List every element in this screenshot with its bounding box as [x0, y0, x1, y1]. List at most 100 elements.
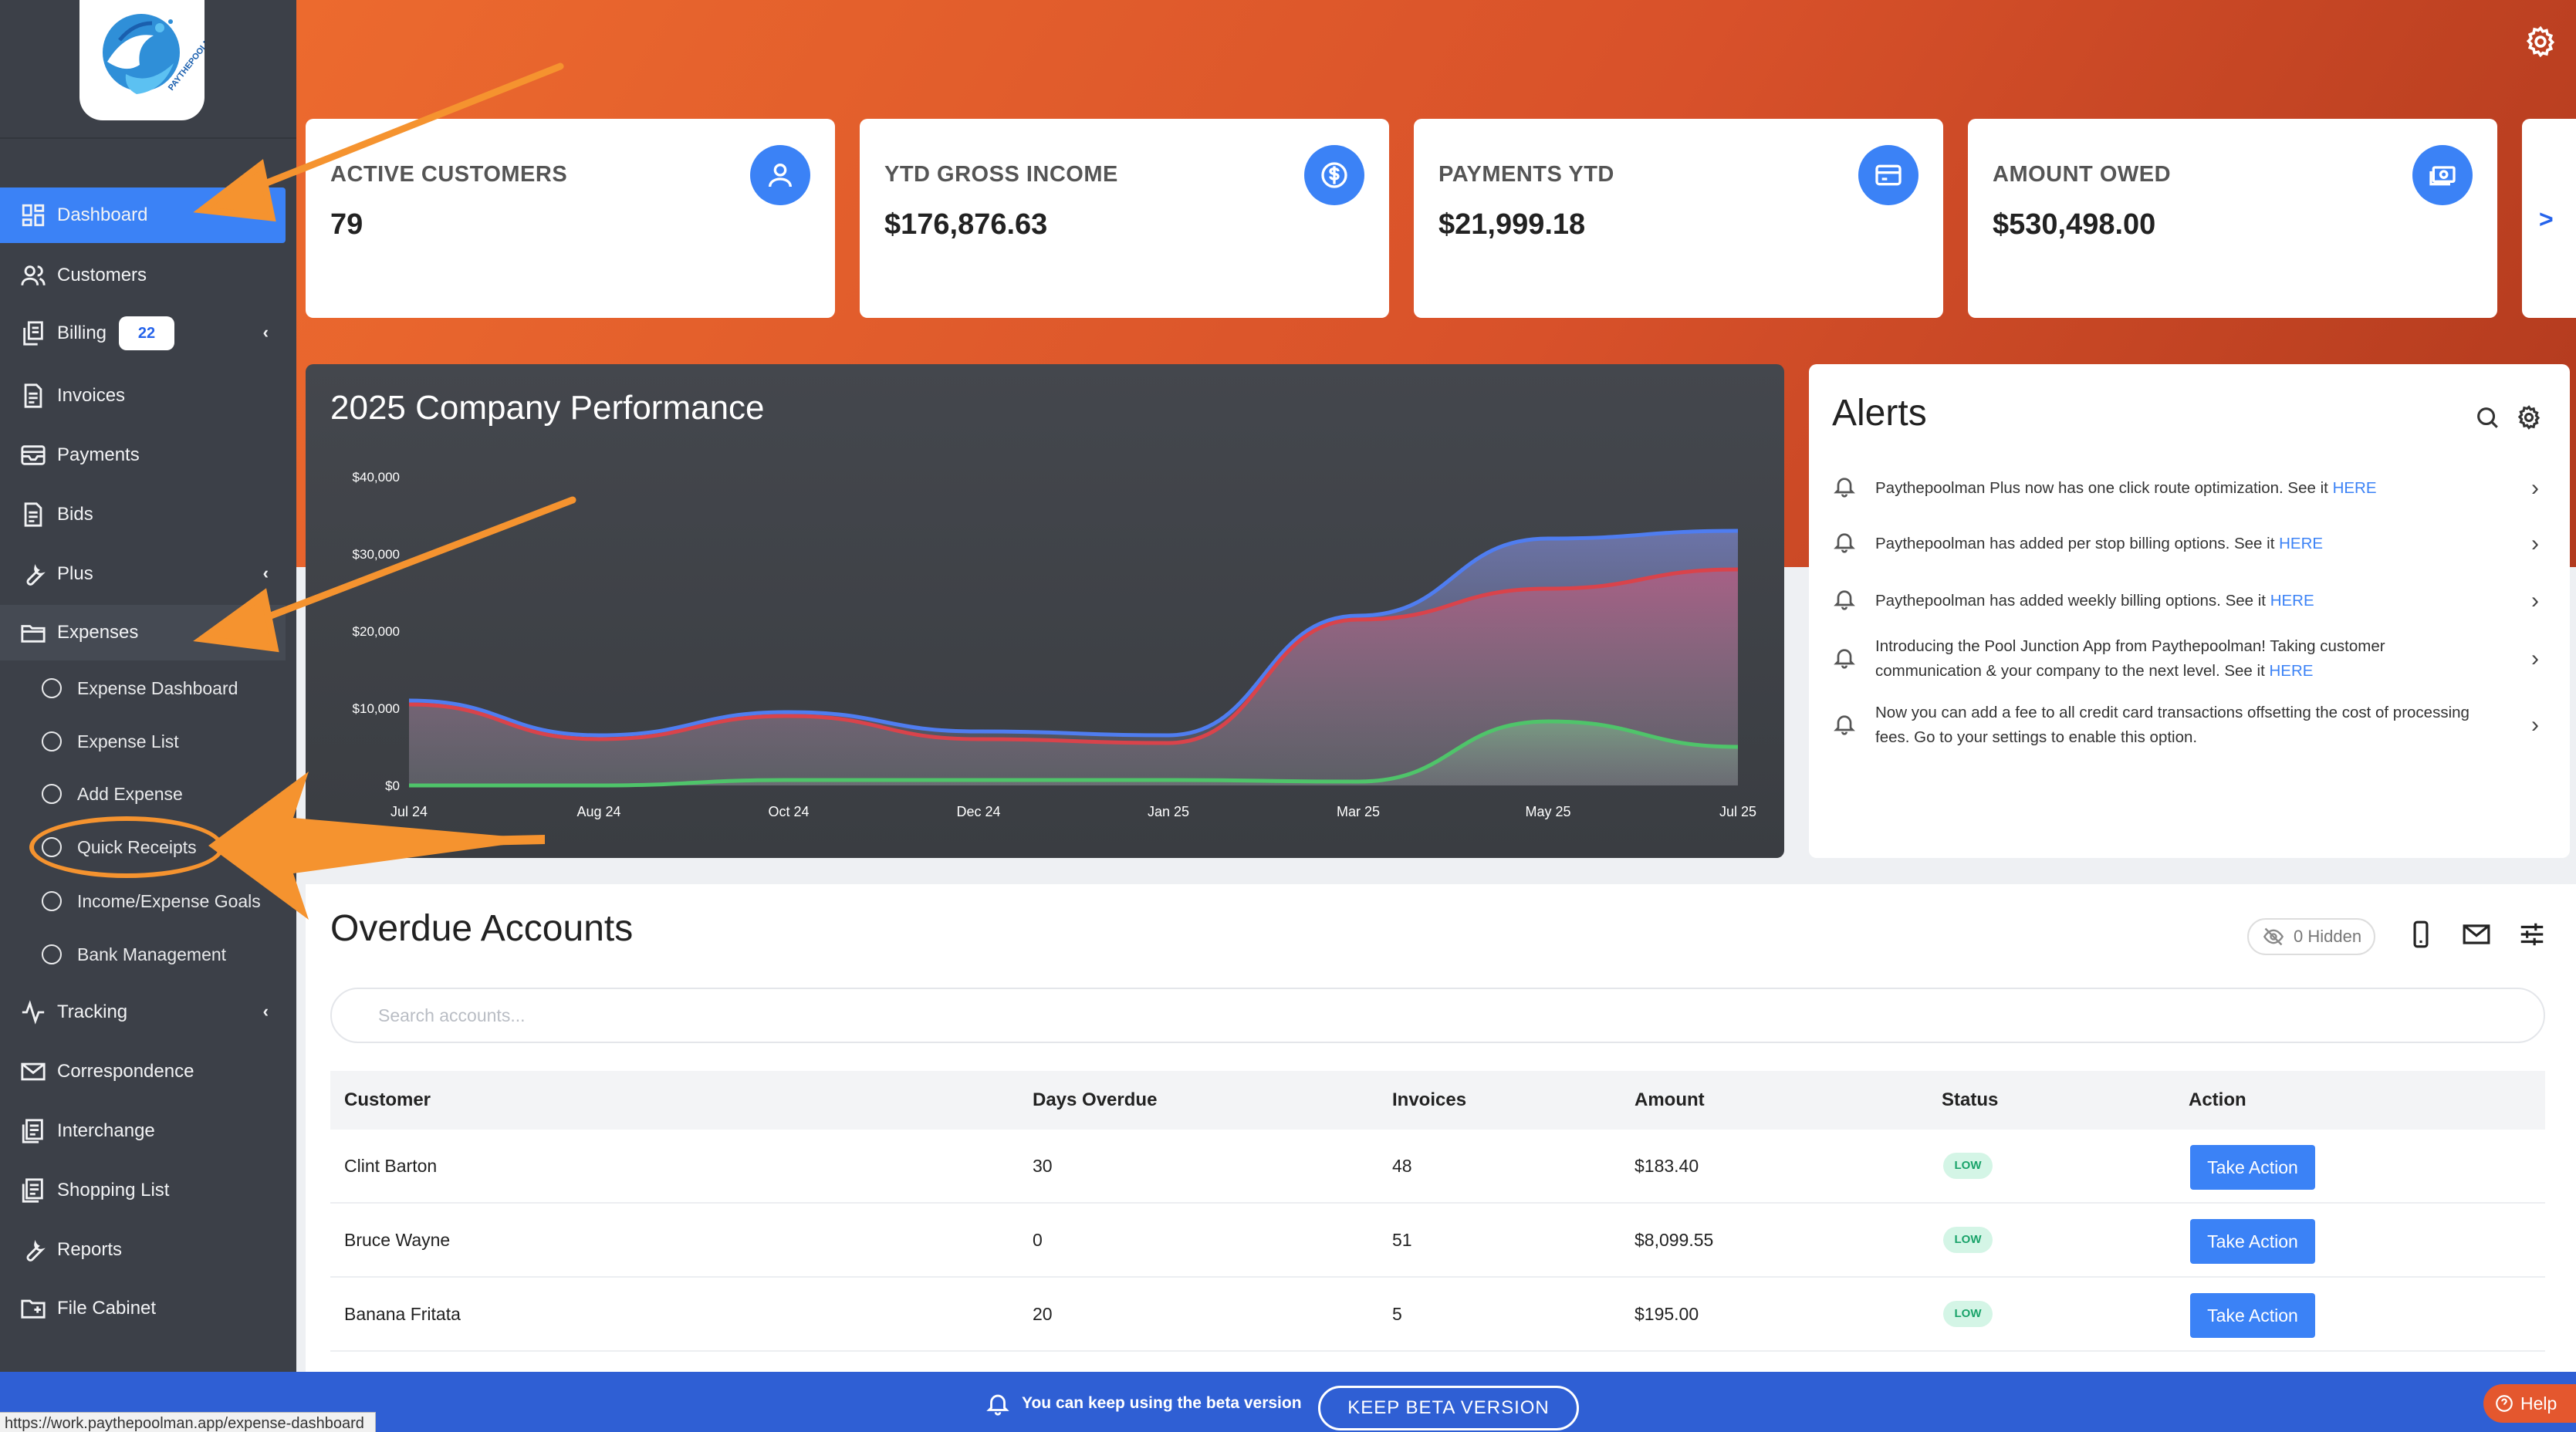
amount-cell: $183.40: [1635, 1156, 1699, 1176]
mail-icon: [19, 1057, 48, 1086]
days-cell: 30: [1033, 1156, 1053, 1176]
keep-beta-button[interactable]: KEEP BETA VERSION: [1318, 1386, 1579, 1430]
sub-item-expense-list[interactable]: Expense List: [0, 715, 286, 768]
x-tick-label: Jan 25: [1148, 804, 1189, 819]
beta-message: You can keep using the beta version: [1022, 1394, 1302, 1412]
take-action-button[interactable]: Take Action: [2190, 1219, 2315, 1264]
sub-item-label: Bank Management: [77, 944, 227, 964]
stat-value: $176,876.63: [884, 208, 1048, 241]
credit-card-icon: [1858, 145, 1918, 205]
alert-item[interactable]: Introducing the Pool Junction App from P…: [1832, 634, 2547, 684]
stat-label: AMOUNT OWED: [1993, 162, 2172, 187]
hidden-count-toggle[interactable]: 0 Hidden: [2247, 918, 2375, 955]
column-header[interactable]: Amount: [1635, 1089, 1705, 1110]
sidebar-item-customers[interactable]: Customers: [0, 248, 286, 303]
chart-title: 2025 Company Performance: [330, 389, 765, 427]
alert-link[interactable]: HERE: [2332, 478, 2377, 497]
search-icon[interactable]: [2474, 404, 2500, 434]
sidebar-item-plus[interactable]: Plus ‹: [0, 546, 286, 602]
sidebar-divider: [0, 137, 296, 139]
sidebar-item-shopping-list[interactable]: Shopping List: [0, 1163, 286, 1218]
sub-item-expense-dashboard[interactable]: Expense Dashboard: [0, 662, 286, 714]
sub-item-label: Expense Dashboard: [77, 677, 238, 698]
settings-gear-icon[interactable]: [2524, 25, 2557, 59]
stat-card-active-customers[interactable]: ACTIVE CUSTOMERS 79: [306, 119, 835, 318]
mobile-icon[interactable]: [2406, 920, 2436, 953]
series-line-green[interactable]: [409, 719, 1739, 788]
chevron-right-icon[interactable]: ›: [2531, 587, 2539, 613]
paythepoolman-logo[interactable]: PAYTHEPOOLMAN: [79, 0, 205, 120]
sub-item-income-expense-goals[interactable]: Income/Expense Goals: [0, 875, 286, 927]
status-url: https://work.paythepoolman.app/expense-d…: [0, 1412, 376, 1432]
sidebar-item-file-cabinet[interactable]: File Cabinet: [0, 1281, 286, 1336]
billing-icon: [19, 319, 48, 348]
column-header[interactable]: Customer: [344, 1089, 431, 1110]
billing-count-badge: 22: [119, 316, 175, 350]
sliders-icon[interactable]: [2517, 920, 2547, 953]
circle-icon: [42, 678, 62, 698]
payments-icon: [19, 441, 48, 470]
alert-link[interactable]: HERE: [2269, 662, 2314, 680]
chevron-right-icon[interactable]: ›: [2531, 475, 2539, 501]
stat-label: PAYMENTS YTD: [1438, 162, 1614, 187]
help-button[interactable]: Help: [2483, 1384, 2576, 1423]
y-tick-label: $20,000: [353, 624, 400, 639]
sidebar-item-interchange[interactable]: Interchange: [0, 1103, 286, 1159]
sidebar-item-expenses[interactable]: Expenses: [0, 605, 286, 660]
mail-icon[interactable]: [2462, 920, 2491, 953]
chevron-left-icon[interactable]: ‹: [262, 1001, 269, 1021]
bell-icon: [986, 1394, 1009, 1416]
list-icon: [19, 1176, 48, 1205]
sidebar-item-reports[interactable]: Reports: [0, 1222, 286, 1278]
series-line-blue[interactable]: [408, 529, 1739, 738]
alert-text: Paythepoolman has added weekly billing o…: [1875, 591, 2314, 610]
take-action-button[interactable]: Take Action: [2190, 1145, 2315, 1190]
column-header[interactable]: Invoices: [1392, 1089, 1467, 1110]
alert-item[interactable]: Paythepoolman Plus now has one click rou…: [1832, 474, 2547, 502]
alert-link[interactable]: HERE: [2279, 534, 2324, 552]
alert-text: Now you can add a fee to all credit card…: [1875, 704, 2470, 746]
chevron-left-icon[interactable]: ‹: [262, 563, 269, 583]
series-line-red[interactable]: [408, 567, 1739, 745]
stat-card-amount-owed[interactable]: AMOUNT OWED $530,498.00: [1968, 119, 2497, 318]
sidebar-item-label: Reports: [57, 1239, 123, 1260]
circle-icon: [42, 731, 62, 751]
beta-banner: You can keep using the beta version KEEP…: [0, 1372, 2576, 1432]
sidebar-item-correspondence[interactable]: Correspondence: [0, 1044, 286, 1099]
chevron-left-icon[interactable]: ‹: [262, 323, 269, 342]
customer-cell: Banana Fritata: [344, 1304, 461, 1324]
take-action-button[interactable]: Take Action: [2190, 1293, 2315, 1338]
stats-next-arrow[interactable]: >: [2522, 119, 2576, 318]
alert-item[interactable]: Paythepoolman has added weekly billing o…: [1832, 586, 2547, 615]
column-header: Action: [2189, 1089, 2246, 1110]
chevron-right-icon[interactable]: ›: [2531, 712, 2539, 738]
stat-card-payments-ytd[interactable]: PAYMENTS YTD $21,999.18: [1414, 119, 1943, 318]
sidebar-item-tracking[interactable]: Tracking ‹: [0, 984, 286, 1040]
sidebar-item-label: Correspondence: [57, 1061, 194, 1082]
sidebar-item-dashboard[interactable]: Dashboard: [0, 187, 286, 243]
invoices-cell: 5: [1392, 1304, 1402, 1324]
column-header[interactable]: Days Overdue: [1033, 1089, 1158, 1110]
chevron-right-icon[interactable]: ›: [2531, 646, 2539, 671]
alert-item[interactable]: Paythepoolman has added per stop billing…: [1832, 529, 2547, 558]
sidebar-item-billing[interactable]: Billing 22 ‹: [0, 306, 286, 361]
sidebar-item-invoices[interactable]: Invoices: [0, 368, 286, 424]
sidebar-item-payments[interactable]: Payments: [0, 427, 286, 483]
stat-card-ytd-gross-income[interactable]: YTD GROSS INCOME $176,876.63: [860, 119, 1389, 318]
users-icon: [750, 145, 810, 205]
chevron-right-icon[interactable]: ›: [2531, 530, 2539, 556]
bell-icon: [1832, 474, 1857, 502]
alerts-panel: Alerts Paythepoolman Plus now has one cl…: [1809, 364, 2570, 858]
wrench-icon: [19, 1235, 48, 1265]
alert-item[interactable]: Now you can add a fee to all credit card…: [1832, 701, 2547, 750]
search-accounts-input[interactable]: [330, 988, 2545, 1043]
gear-icon[interactable]: [2516, 404, 2542, 434]
alert-link[interactable]: HERE: [2270, 591, 2314, 610]
sub-item-bank-management[interactable]: Bank Management: [0, 928, 286, 981]
cash-icon: [2412, 145, 2473, 205]
stat-label: ACTIVE CUSTOMERS: [330, 162, 568, 187]
sidebar-item-bids[interactable]: Bids: [0, 487, 286, 542]
column-header[interactable]: Status: [1942, 1089, 1999, 1110]
sub-item-add-expense[interactable]: Add Expense: [0, 768, 286, 820]
status-badge: LOW: [1943, 1301, 1993, 1327]
